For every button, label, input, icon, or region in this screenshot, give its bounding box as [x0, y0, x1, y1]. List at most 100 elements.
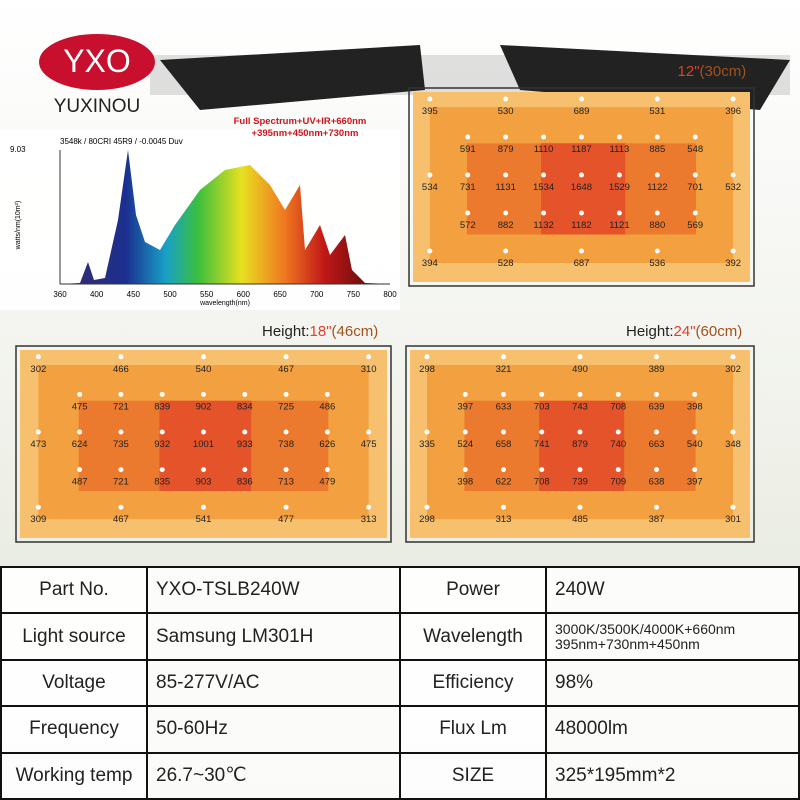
- logo-brand: YUXINOU: [54, 96, 141, 117]
- ppfd-value: 709: [610, 477, 626, 488]
- sensor-dot: [539, 391, 545, 397]
- spectrum-curve: [60, 150, 390, 284]
- spec-row: Frequency 50-60Hz Flux Lm 48000lm: [0, 705, 800, 754]
- ppfd-value: 1121: [609, 220, 629, 231]
- ppfd-value: 524: [457, 439, 473, 450]
- sensor-dot: [615, 467, 621, 473]
- sensor-dot: [577, 354, 583, 360]
- spec-label: Efficiency: [399, 658, 547, 708]
- ppfd-value: 1648: [571, 182, 592, 193]
- spec-row: Part No. YXO-TSLB240W Power 240W: [0, 565, 800, 615]
- ppfd-value: 1113: [610, 144, 630, 155]
- sensor-dot: [654, 391, 659, 397]
- ppfd-value: 1529: [609, 182, 630, 193]
- spectrum-headline: +395nm+450nm+730nm: [252, 128, 359, 139]
- ppfd-value: 335: [419, 439, 435, 450]
- ppfd-value: 703: [534, 401, 550, 412]
- spectrum-ymax: 9.03: [10, 145, 26, 154]
- sensor-dot: [541, 172, 547, 178]
- ppfd-value: 1534: [533, 182, 554, 193]
- ppfd-value: 839: [154, 401, 170, 412]
- map-frame: [405, 345, 755, 543]
- ppfd-value: 591: [460, 144, 476, 155]
- sensor-dot: [730, 504, 736, 510]
- ppfd-value: 626: [319, 439, 335, 450]
- map-title-part: (60cm): [696, 323, 743, 340]
- sensor-dot: [616, 172, 622, 178]
- spec-value: 98%: [545, 658, 800, 708]
- ppfd-value: 528: [498, 258, 514, 269]
- sensor-dot: [118, 391, 124, 397]
- logo-mark: YXO: [63, 43, 131, 79]
- ppfd-value: 701: [687, 182, 703, 193]
- sensor-dot: [427, 248, 433, 254]
- ppfd-value: 834: [237, 401, 253, 412]
- sensor-dot: [462, 467, 468, 473]
- sensor-dot: [654, 172, 660, 178]
- sensor-dot: [283, 391, 289, 397]
- spectrum-xtick: 750: [347, 290, 361, 299]
- sensor-dot: [201, 467, 206, 473]
- sensor-dot: [692, 391, 698, 397]
- sensor-dot: [692, 172, 698, 178]
- spectrum-xtick: 360: [53, 290, 67, 299]
- sensor-dot: [324, 391, 330, 397]
- sensor-dot: [503, 210, 509, 216]
- sensor-dot: [35, 429, 41, 435]
- ppfd-value: 638: [649, 477, 665, 488]
- lamp-left: [160, 45, 425, 110]
- ppfd-value: 932: [154, 439, 170, 450]
- ppfd-value: 569: [687, 220, 703, 231]
- ppfd-value: 663: [649, 439, 665, 450]
- sensor-dot: [503, 96, 509, 102]
- spec-label: Wavelength: [399, 612, 547, 661]
- ppfd-value: 713: [278, 477, 294, 488]
- map-title: Height:12"(30cm): [630, 63, 746, 80]
- ppfd-value: 313: [496, 514, 512, 525]
- sensor-dot: [427, 96, 433, 102]
- sensor-dot: [35, 504, 41, 510]
- sensor-dot: [118, 429, 124, 435]
- sensor-dot: [692, 429, 698, 435]
- sensor-dot: [424, 429, 430, 435]
- sensor-dot: [730, 248, 736, 254]
- spec-line: 3000K/3500K/4000K+660nm: [555, 620, 736, 637]
- sensor-dot: [462, 429, 468, 435]
- map-title-part: Height:: [626, 323, 674, 340]
- spec-value: 26.7~30℃: [146, 751, 401, 800]
- ppfd-value: 387: [649, 514, 665, 525]
- ppfd-value: 540: [687, 439, 703, 450]
- sensor-dot: [201, 429, 206, 435]
- ppfd-value: 321: [496, 364, 512, 375]
- ppfd-value: 658: [496, 439, 512, 450]
- ppfd-value: 394: [422, 258, 438, 269]
- graphics: YXO YUXINOU 3548k / 80CRI 45R9 / -0.0045…: [10, 34, 790, 543]
- ppfd-value: 885: [649, 144, 665, 155]
- ppfd-value: 622: [496, 477, 512, 488]
- sensor-dot: [615, 429, 621, 435]
- sensor-dot: [503, 172, 509, 178]
- map-title: Height:24"(60cm): [626, 323, 742, 340]
- ppfd-value: 836: [237, 477, 253, 488]
- ppfd-value: 532: [725, 182, 741, 193]
- sensor-dot: [159, 467, 165, 473]
- sensor-dot: [462, 391, 468, 397]
- ppfd-value: 530: [498, 106, 514, 117]
- ppfd-value: 721: [113, 477, 129, 488]
- ppfd-value: 1001: [193, 439, 214, 450]
- spec-label: Light source: [0, 612, 148, 661]
- ppfd-value: 479: [319, 477, 335, 488]
- ppfd-value: 639: [649, 401, 665, 412]
- sensor-dot: [579, 172, 584, 178]
- ppfd-value: 475: [72, 401, 88, 412]
- ppfd-value: 397: [457, 401, 473, 412]
- map-title: Height:18"(46cm): [262, 323, 378, 340]
- ppfd-value: 739: [572, 477, 588, 488]
- ppfd-value: 933: [237, 439, 253, 450]
- sensor-dot: [501, 504, 506, 510]
- spec-table: Part No. YXO-TSLB240W Power 240W Light sourc…: [0, 565, 800, 800]
- spectrum-note: 3548k / 80CRI 45R9 / -0.0045 Duv: [60, 137, 183, 146]
- sensor-dot: [501, 429, 506, 435]
- spec-value: 240W: [545, 565, 800, 615]
- sensor-dot: [283, 467, 289, 473]
